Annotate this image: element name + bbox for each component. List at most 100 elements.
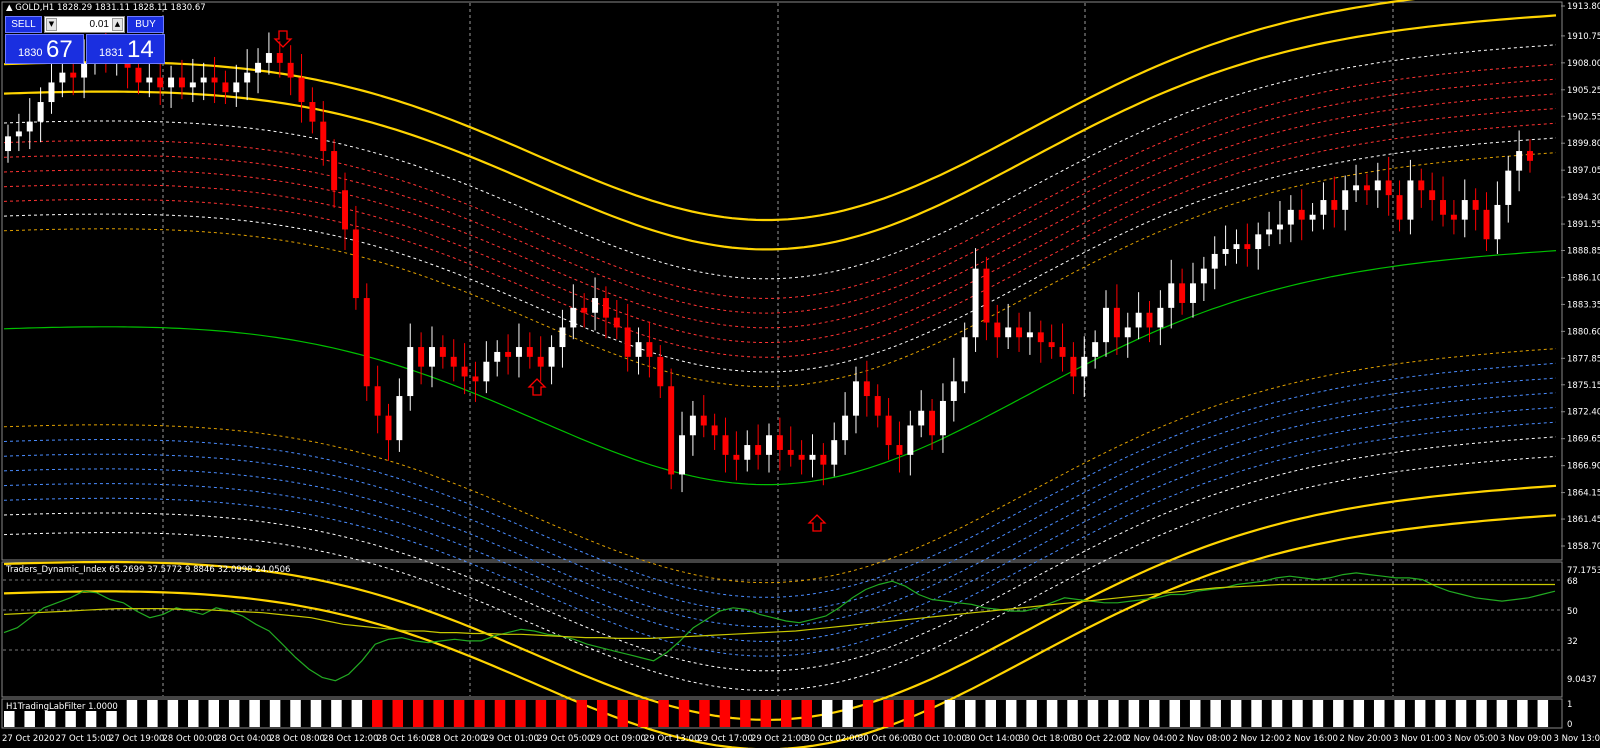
candle-body [1527, 151, 1533, 161]
candle-body [852, 381, 859, 416]
tdi-panel[interactable] [1, 561, 1563, 698]
filter-bar [1251, 700, 1262, 727]
filter-bar [1149, 700, 1160, 727]
filter-bar [576, 700, 588, 727]
candle-body [635, 342, 642, 357]
price-tick-label: 1905.25 [1567, 86, 1600, 96]
main-chart-panel[interactable] [1, 1, 1563, 561]
candle-body [1016, 327, 1023, 338]
candle-body [1418, 180, 1425, 191]
price-tick-label: 1869.65 [1567, 435, 1600, 445]
candle-body [592, 298, 599, 313]
symbol-header: ▲ GOLD,H1 1828.29 1831.11 1828.11 1830.6… [6, 3, 206, 13]
candle-body [755, 445, 762, 455]
candle-body [157, 77, 164, 88]
filter-bar [1230, 700, 1242, 727]
candle-body [48, 82, 55, 103]
candle-body [896, 445, 903, 455]
candle-body [961, 337, 968, 382]
filter-bar [515, 700, 526, 727]
candle-body [26, 121, 33, 132]
tdi-tick-label: 50 [1567, 607, 1578, 617]
filter-bar [474, 700, 485, 727]
envelope-line [3, 152, 1557, 388]
candle-body [809, 454, 816, 460]
filter-bar [1517, 700, 1528, 727]
filter-bar [658, 700, 669, 727]
candle-body [37, 102, 44, 122]
buy-price-big: 14 [127, 36, 154, 63]
sell-button[interactable]: SELL [5, 16, 42, 33]
candles [5, 32, 1533, 493]
signal-arrows [273, 30, 827, 532]
filter-bar [1353, 700, 1365, 727]
candle-body [515, 347, 522, 357]
candle-body [418, 347, 425, 367]
candle-body [244, 72, 251, 83]
lot-size-input[interactable] [57, 17, 111, 32]
price-tick-label: 1886.10 [1567, 273, 1600, 283]
price-tick-label: 1866.90 [1567, 462, 1600, 472]
filter-bar [4, 700, 15, 727]
envelope-line [3, 436, 1557, 672]
filter-bar [1394, 700, 1405, 727]
candle-body [309, 102, 316, 122]
filter-bar [1476, 700, 1487, 727]
filter-bar [331, 700, 342, 727]
candle-body [1287, 209, 1294, 225]
filter-bar [1271, 700, 1283, 727]
envelope-line [3, 406, 1557, 642]
filter-bar [903, 700, 915, 727]
sell-price-button[interactable]: 1830 67 [5, 34, 84, 64]
price-tick-label: 1877.85 [1567, 354, 1600, 364]
price-tick-label: 1888.85 [1567, 247, 1600, 257]
filter-bar [106, 700, 117, 727]
price-tick-label: 1902.55 [1567, 112, 1600, 122]
candle-body [679, 435, 686, 475]
candle-body [15, 131, 22, 137]
candle-body [461, 366, 468, 377]
candle-body [1200, 268, 1207, 284]
candle-body [1048, 342, 1055, 348]
candle-body [1005, 327, 1012, 338]
envelope-line [3, 348, 1557, 584]
candle-body [1103, 307, 1110, 343]
candle-body [81, 62, 88, 78]
candle-body [537, 356, 544, 367]
filter-bar [290, 700, 301, 727]
candle-body [505, 351, 512, 357]
lot-decrease-button[interactable]: ▼ [46, 18, 57, 31]
buy-arrow-icon [807, 514, 827, 532]
candle-body [624, 327, 631, 357]
time-tick-label: 3 Nov 05:00 [1447, 734, 1499, 744]
filter-bar [1210, 700, 1221, 727]
time-tick-label: 3 Nov 13:00 [1554, 734, 1600, 744]
candle-body [722, 435, 729, 455]
buy-price-button[interactable]: 1831 14 [86, 34, 165, 64]
buy-button[interactable]: BUY [127, 16, 164, 33]
candle-body [1385, 180, 1392, 196]
filter-bar [617, 700, 628, 727]
filter-bar [24, 700, 35, 727]
filter-bar [965, 700, 976, 727]
lot-increase-button[interactable]: ▲ [112, 18, 123, 31]
time-tick-label: 30 Oct 10:00 [912, 734, 967, 744]
candle-body [342, 190, 349, 230]
candle-body [298, 77, 305, 103]
envelope-line [3, 78, 1557, 314]
filter-tick-label: 1 [1567, 700, 1572, 710]
time-tick-label: 29 Oct 13:00 [644, 734, 699, 744]
candle-body [222, 82, 229, 93]
filter-bar [85, 700, 97, 727]
candle-body [1298, 209, 1305, 220]
time-tick-label: 28 Oct 04:00 [216, 734, 271, 744]
candle-body [918, 410, 925, 426]
buy-price-small: 1831 [99, 47, 124, 59]
price-tick-label: 1910.75 [1567, 32, 1600, 42]
candle-body [5, 136, 11, 152]
candle-body [1483, 209, 1490, 240]
candle-body [1189, 283, 1196, 303]
envelope-line [3, 93, 1557, 329]
filter-bar [453, 700, 465, 727]
